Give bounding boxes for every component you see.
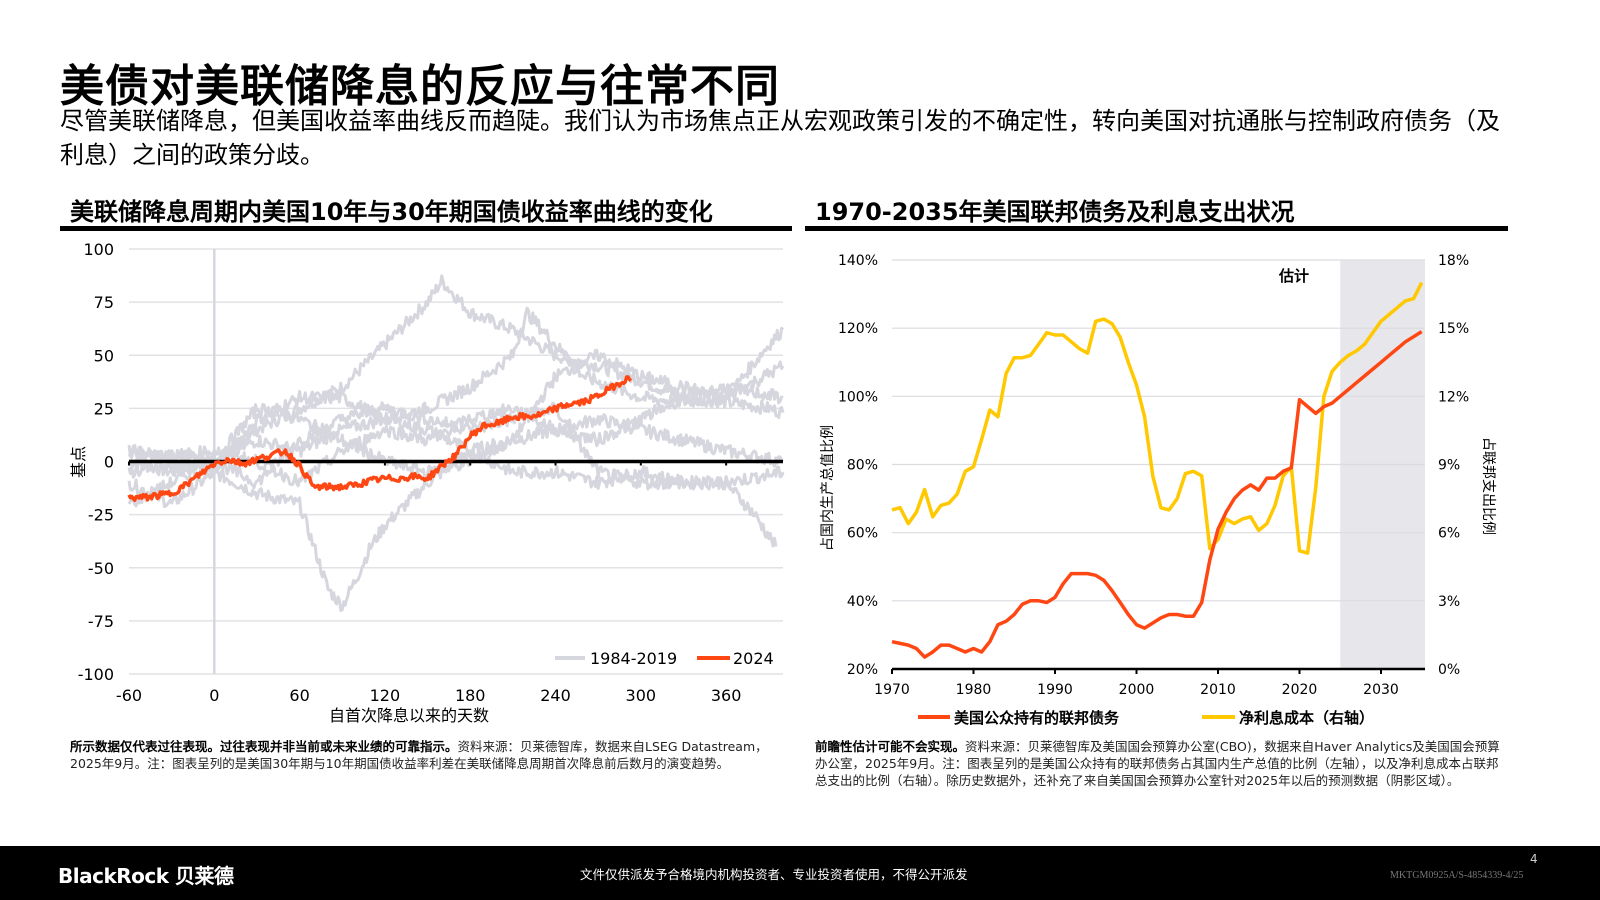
x-tick-label: 2000 <box>1119 682 1155 698</box>
right-y-tick-label: 15% <box>1438 321 1469 337</box>
page-title: 美债对美联储降息的反应与往常不同 <box>60 61 780 112</box>
legend-label-debt: 美国公众持有的联邦债务 <box>954 709 1120 727</box>
page-number: 4 <box>1530 852 1538 866</box>
y-axis-title: 基点 <box>69 446 88 478</box>
right-y-axis-title: 占联邦支出比例 <box>1480 437 1496 535</box>
series-line-1984-2019 <box>127 348 785 479</box>
right-chart-title-rule <box>805 226 1508 231</box>
left-chart: 100 75 50 25 0 -25 -50 -75 -100-60 0 60 120 180 240 30… <box>69 240 785 725</box>
estimate-annotation: 估计 <box>1278 267 1309 285</box>
right-y-tick-label: 3% <box>1438 594 1460 610</box>
right-y-tick-label: 9% <box>1438 458 1460 474</box>
x-tick-label: 2030 <box>1363 682 1399 698</box>
x-tick-label: 180 <box>455 686 486 705</box>
left-footnote-bold: 所示数据仅代表过往表现。过往表现并非当前或未来业绩的可靠指示。 <box>70 739 458 754</box>
right-chart: 140% 18% 120% 15% 100% 12% 80% 9% 60% 6% 40% 3% 20% 0… <box>820 253 1496 727</box>
left-chart-title-rule <box>60 226 792 231</box>
left-footnote-text: 资料来源：贝莱德智库，数据来自LSEG Datastream，2025年9月。注… <box>70 739 768 771</box>
x-tick-label: 60 <box>289 686 309 705</box>
left-y-axis-title: 占国内生产总值比例 <box>820 425 836 551</box>
y-tick-label: 0 <box>104 453 114 472</box>
x-tick-label: 1970 <box>874 682 910 698</box>
right-y-tick-label: 12% <box>1438 389 1469 405</box>
series-line-federal-debt <box>891 330 1423 659</box>
x-tick-label: 300 <box>626 686 657 705</box>
series-line-1984-2019 <box>127 306 785 468</box>
left-chart-footnote: 所示数据仅代表过往表现。过往表现并非当前或未来业绩的可靠指示。资料来源：贝莱德智… <box>70 738 782 772</box>
left-y-tick-label: 140% <box>838 253 878 269</box>
y-tick-label: -75 <box>88 612 114 631</box>
right-y-tick-label: 0% <box>1438 662 1460 678</box>
y-tick-label: 50 <box>94 346 114 365</box>
left-y-tick-label: 40% <box>847 594 878 610</box>
right-footnote-bold: 前瞻性估计可能不会实现。 <box>815 739 966 754</box>
x-tick-label: 120 <box>370 686 401 705</box>
right-y-tick-label: 18% <box>1438 253 1469 269</box>
x-tick-label: 360 <box>711 686 742 705</box>
legend-label-history: 1984-2019 <box>590 649 677 668</box>
series-line-1984-2019 <box>127 389 778 548</box>
x-tick-label: 1980 <box>956 682 992 698</box>
legend-label-interest: 净利息成本（右轴） <box>1239 709 1374 727</box>
x-tick-label: -60 <box>116 686 142 705</box>
right-y-tick-label: 6% <box>1438 526 1460 542</box>
right-chart-footnote: 前瞻性估计可能不会实现。资料来源：贝莱德智库及美国国会预算办公室(CBO)，数据… <box>815 738 1500 789</box>
footer-disclaimer: 文件仅供派发予合格境内机构投资者、专业投资者使用，不得公开派发 <box>580 867 968 882</box>
legend-label-2024: 2024 <box>733 649 774 668</box>
y-tick-label: 25 <box>94 399 114 418</box>
footer: BlackRock 贝莱德 文件仅供派发予合格境内机构投资者、专业投资者使用，不… <box>0 846 1600 900</box>
left-y-tick-label: 80% <box>847 458 878 474</box>
x-tick-label: 2020 <box>1282 682 1318 698</box>
blackrock-logo: BlackRock 贝莱德 <box>58 864 234 888</box>
x-axis-title: 自首次降息以来的天数 <box>329 706 489 725</box>
left-y-tick-label: 20% <box>847 662 878 678</box>
document-code: MKTGM0925A/S-4854339-4/25 <box>1390 870 1524 881</box>
left-chart-title: 美联储降息周期内美国10年与30年期国债收益率曲线的变化 <box>70 198 713 226</box>
page-subtitle: 尽管美联储降息，但美国收益率曲线反而趋陡。我们认为市场焦点正从宏观政策引发的不确… <box>60 107 1500 169</box>
y-tick-label: -25 <box>88 506 114 525</box>
left-y-tick-label: 100% <box>838 389 878 405</box>
x-tick-label: 1990 <box>1037 682 1073 698</box>
y-tick-label: -100 <box>78 665 114 684</box>
x-tick-label: 2010 <box>1200 682 1236 698</box>
x-tick-label: 240 <box>540 686 571 705</box>
right-chart-title: 1970-2035年美国联邦债务及利息支出状况 <box>815 198 1295 226</box>
series-line-net-interest <box>891 281 1424 555</box>
x-tick-label: 0 <box>209 686 219 705</box>
y-tick-label: 75 <box>94 293 114 312</box>
right-footnote-text: 资料来源：贝莱德智库及美国国会预算办公室(CBO)，数据来自Haver Anal… <box>815 739 1500 788</box>
left-y-tick-label: 60% <box>847 526 878 542</box>
y-tick-label: 100 <box>83 240 114 259</box>
left-y-tick-label: 120% <box>838 321 878 337</box>
y-tick-label: -50 <box>88 559 114 578</box>
series-line-2024 <box>127 375 633 503</box>
